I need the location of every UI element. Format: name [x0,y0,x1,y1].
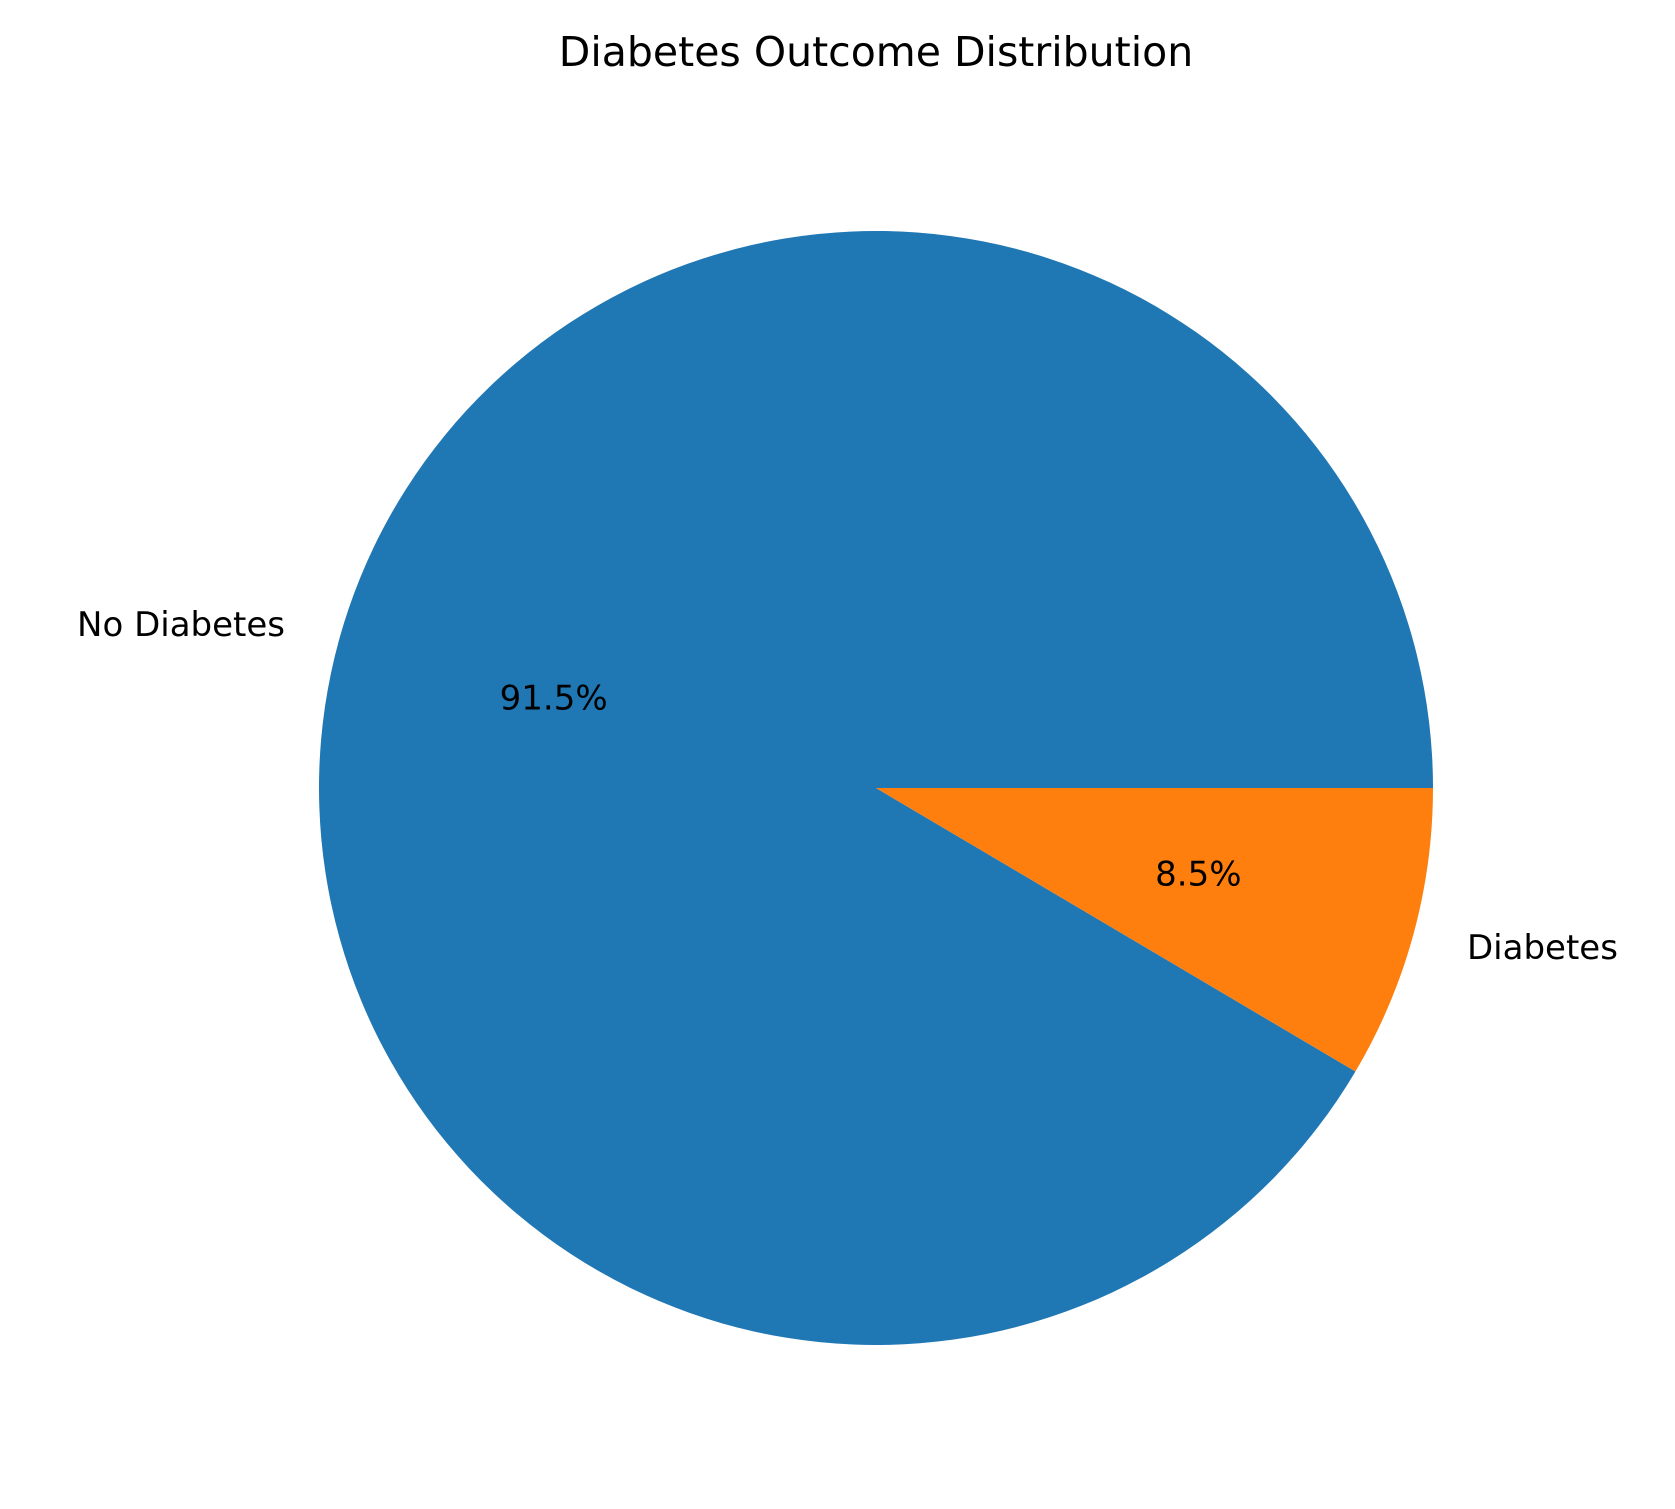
slice-pct-no-diabetes: 91.5% [500,678,608,718]
slice-label-diabetes: Diabetes [1467,928,1618,968]
slice-pct-diabetes: 8.5% [1155,855,1241,895]
chart-title: Diabetes Outcome Distribution [559,28,1193,76]
pie-slices [319,231,1434,1346]
slice-label-no-diabetes: No Diabetes [77,605,285,645]
pie-slice-diabetes [876,788,1433,1072]
pie-labels: No Diabetes 91.5% Diabetes 8.5% [77,605,1618,968]
pie-slice-no-diabetes [319,231,1434,1346]
